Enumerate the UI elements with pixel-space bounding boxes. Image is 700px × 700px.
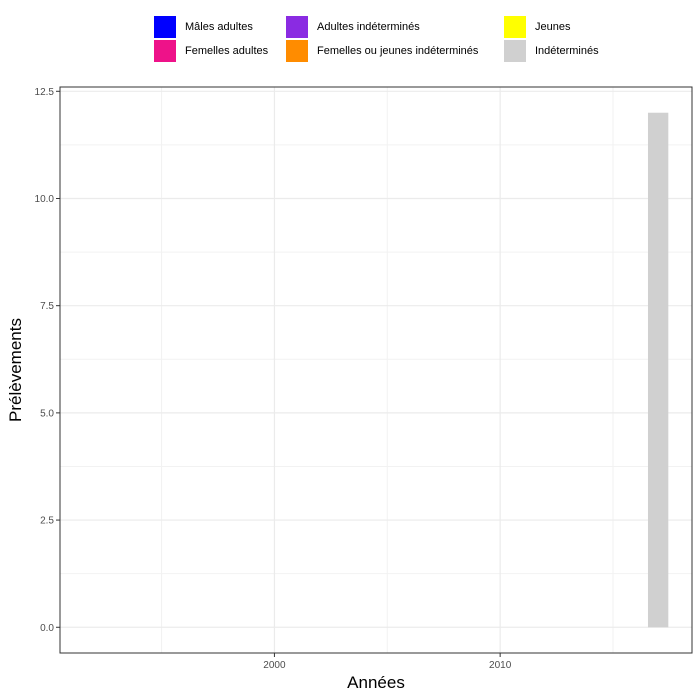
y-tick-label: 5.0 xyxy=(40,408,54,419)
grid-minor xyxy=(60,87,692,653)
y-axis-title: Prélèvements xyxy=(6,318,25,422)
legend-swatch-indetermines xyxy=(504,40,526,62)
legend-label-adultes-indetermines: Adultes indéterminés xyxy=(317,21,420,33)
x-tick-label: 2010 xyxy=(489,660,512,671)
grid-major xyxy=(60,87,692,653)
legend-label-femelles-ou-jeunes: Femelles ou jeunes indéterminés xyxy=(317,45,479,57)
y-tick-label: 12.5 xyxy=(35,87,55,98)
legend-swatch-adultes-indetermines xyxy=(286,16,308,38)
axis-ticks xyxy=(56,90,501,657)
y-tick-label: 7.5 xyxy=(40,301,54,312)
legend-swatch-femelles-ou-jeunes xyxy=(286,40,308,62)
legend-label-femelles-adultes: Femelles adultes xyxy=(185,45,269,57)
legend-swatch-femelles-adultes xyxy=(154,40,176,62)
legend-label-jeunes: Jeunes xyxy=(535,21,571,33)
legend-item-adultes-indetermines: Adultes indéterminés xyxy=(286,16,420,38)
legend-label-indetermines: Indéterminés xyxy=(535,45,599,57)
bars xyxy=(647,112,669,628)
legend-swatch-jeunes xyxy=(504,16,526,38)
legend-item-femelles-ou-jeunes: Femelles ou jeunes indéterminés xyxy=(286,40,478,62)
legend-item-indetermines: Indéterminés xyxy=(504,40,599,62)
y-tick-label: 2.5 xyxy=(40,516,54,527)
legend-item-males-adultes: Mâles adultes xyxy=(154,16,253,38)
panel-border xyxy=(59,86,693,654)
y-tick-label: 0.0 xyxy=(40,623,54,634)
x-tick-label: 2000 xyxy=(263,660,286,671)
tick-labels: 2000 2010 0.0 2.5 5.0 7.5 10.0 12.5 xyxy=(35,87,512,671)
legend: Mâles adultes Femelles adultes Adultes i… xyxy=(0,0,700,70)
y-tick-label: 10.0 xyxy=(35,194,55,205)
legend-item-jeunes: Jeunes xyxy=(504,16,570,38)
bar-2017 xyxy=(647,112,669,628)
legend-swatch-males-adultes xyxy=(154,16,176,38)
legend-item-femelles-adultes: Femelles adultes xyxy=(154,40,268,62)
x-axis-title: Années xyxy=(347,673,405,692)
legend-label-males-adultes: Mâles adultes xyxy=(185,21,253,33)
